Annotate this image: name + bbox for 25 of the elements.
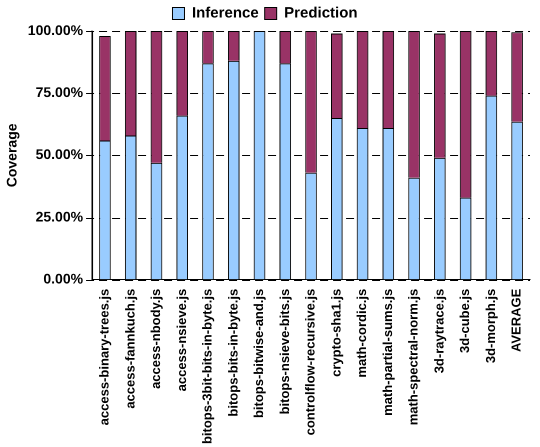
x-tick-label: controlflow-recursive.js [302,288,318,436]
x-tick-label: access-nsieve.js [174,288,189,392]
x-tick-label: access-binary-trees.js [96,288,112,426]
y-tick-label: 75.00% [36,84,84,100]
x-tick-label: access-fannkuch.js [122,288,138,409]
x-tick-label: math-spectral-norm.js [406,288,421,426]
y-tick-label: 100.00% [28,22,84,38]
x-tick-label: bitops-3bit-bits-in-byte.js [200,288,215,444]
x-tick-label: 3d-morph.js [482,288,498,364]
x-tick-label: bitops-bitwise-and.js [251,288,266,418]
y-tick-label: 50.00% [36,146,84,162]
x-tick-label: bitops-bits-in-byte.js [225,288,240,417]
y-tick-label: 0.00% [43,270,84,287]
x-tick-label: math-cordic.js [354,288,370,378]
x-tick-label: math-partial-sums.js [380,288,395,416]
x-tick-label: AVERAGE [508,288,524,352]
legend-label: Inference [192,4,259,22]
x-tick-label: access-nbody.js [148,288,164,389]
x-tick-label: 3d-cube.js [457,288,472,354]
x-tick-label: crypto-sha1.js [328,288,344,377]
x-tick-label: bitops-nsieve-bits.js [276,288,292,414]
x-tick-label: 3d-raytrace.js [431,288,446,374]
legend-label: Prediction [284,4,358,22]
y-tick-label: 25.00% [36,208,84,224]
y-axis-title: Coverage [3,123,20,188]
